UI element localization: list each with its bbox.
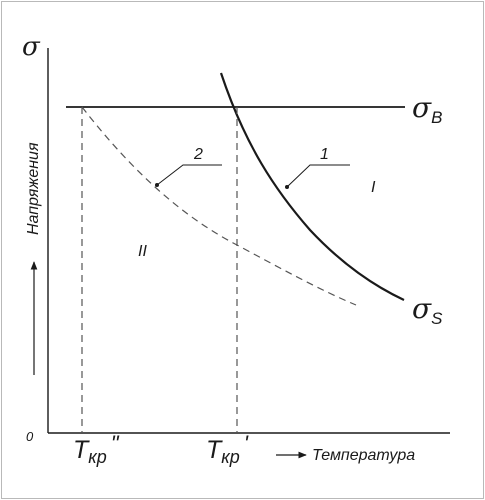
callout-2-label: 2	[193, 146, 203, 163]
callout-1-label: 1	[320, 146, 329, 163]
curve-2-dashed	[81, 106, 357, 306]
region-2-label: II	[138, 243, 147, 260]
callout-2-leader	[156, 164, 222, 186]
y-axis-symbol: σ	[22, 32, 41, 62]
origin-label: 0	[26, 429, 34, 444]
sigma-b-label: σB	[412, 91, 442, 127]
sigma-s-curve	[219, 72, 405, 301]
callout-1-leader	[286, 164, 350, 188]
t-double-label: Tкр"	[73, 431, 120, 467]
t-single-label: Tкр'	[206, 431, 249, 467]
callout-1-dot	[285, 185, 289, 189]
region-1-label: I	[371, 179, 376, 196]
x-axis-label: Температура	[312, 447, 415, 464]
callout-2-dot	[155, 183, 159, 187]
y-axis-label: Напряжения	[25, 142, 42, 235]
sigma-s-label: σS	[412, 292, 443, 328]
